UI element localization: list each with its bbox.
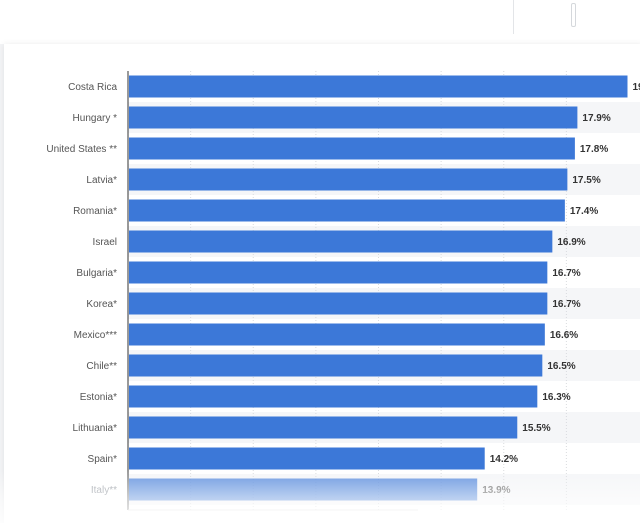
value-label: 16.6% — [550, 330, 578, 341]
category-label: Bulgaria* — [76, 268, 117, 279]
category-label: Romania* — [73, 206, 117, 217]
bar[interactable] — [129, 168, 568, 191]
category-label: Hungary * — [73, 113, 118, 124]
value-label: 13.9% — [482, 485, 510, 496]
category-label: Spain* — [88, 454, 118, 465]
value-label: 14.2% — [490, 454, 518, 465]
category-label: Lithuania* — [73, 423, 118, 434]
toolbar-divider — [513, 0, 514, 34]
value-label: 16.7% — [552, 268, 580, 279]
bar[interactable] — [129, 106, 578, 129]
value-label: 17.8% — [580, 144, 608, 155]
bar[interactable] — [129, 292, 548, 315]
category-labels: Costa Rica Hungary * United States ** Latvi… — [46, 82, 117, 496]
bar[interactable] — [129, 261, 548, 284]
value-label: 17.4% — [570, 206, 598, 217]
category-label: Korea* — [86, 299, 117, 310]
gridlines — [190, 71, 567, 510]
bar[interactable] — [129, 323, 545, 346]
top-toolbar-strip — [0, 0, 640, 44]
category-label: Estonia* — [80, 392, 117, 403]
bar[interactable] — [129, 354, 543, 377]
category-label: Mexico*** — [74, 330, 117, 341]
category-label: Chile** — [86, 361, 117, 372]
value-label: 19.9% — [632, 82, 640, 93]
value-label: 17.9% — [582, 113, 610, 124]
bar[interactable] — [129, 478, 478, 501]
value-label: 16.9% — [557, 237, 585, 248]
category-label: Israel — [93, 237, 117, 248]
bar[interactable] — [129, 447, 485, 470]
bar[interactable] — [129, 385, 538, 408]
value-label: 17.5% — [572, 175, 600, 186]
bar[interactable] — [129, 137, 575, 160]
value-label: 16.5% — [547, 361, 575, 372]
category-label: United States ** — [46, 144, 117, 155]
category-label: Costa Rica — [68, 82, 117, 93]
value-label: 16.7% — [552, 299, 580, 310]
value-label: 15.5% — [522, 423, 550, 434]
value-label: 16.3% — [542, 392, 570, 403]
bar[interactable] — [129, 416, 518, 439]
bar[interactable] — [129, 199, 565, 222]
bar[interactable] — [129, 230, 553, 253]
category-label: Italy** — [91, 485, 117, 496]
category-label: Latvia* — [86, 175, 117, 186]
bar[interactable] — [129, 75, 628, 98]
toolbar-handle[interactable] — [571, 3, 576, 27]
